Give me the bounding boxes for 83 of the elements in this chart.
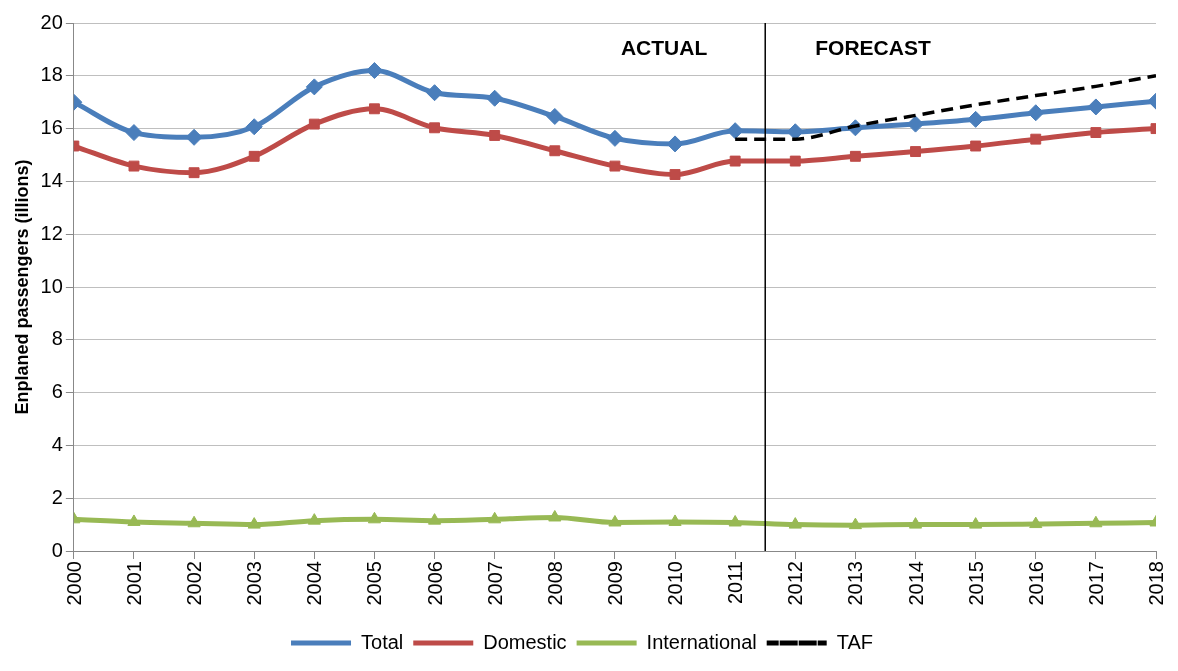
legend-label: Total: [361, 630, 404, 653]
x-tick-label: 2007: [483, 561, 506, 606]
point: [486, 89, 504, 107]
legend-label: TAF: [836, 630, 873, 653]
point: [970, 140, 982, 152]
point: [969, 517, 983, 529]
y-tick-label: 6: [51, 380, 63, 403]
point: [788, 517, 802, 529]
y-tick-label: 2: [51, 485, 63, 508]
point: [908, 517, 923, 529]
point: [728, 514, 742, 527]
x-tick-label: 2008: [543, 561, 566, 606]
point: [1087, 98, 1105, 116]
point: [307, 513, 321, 525]
point: [247, 517, 261, 529]
point: [549, 145, 561, 157]
y-tick-label: 0: [51, 538, 63, 561]
point: [669, 169, 681, 180]
x-tick-label: 2006: [423, 561, 446, 606]
point: [789, 155, 801, 167]
point: [185, 128, 203, 146]
point: [609, 160, 621, 172]
point: [849, 150, 861, 162]
y-tick-label: 18: [40, 63, 63, 86]
point: [248, 150, 260, 162]
x-tick-label: 2001: [122, 561, 145, 606]
point: [726, 122, 744, 140]
point: [367, 511, 382, 524]
point: [729, 155, 741, 167]
x-tick-label: 2002: [183, 561, 206, 606]
point: [187, 515, 201, 528]
y-tick-label: 16: [40, 116, 63, 139]
y-tick-label: 8: [51, 327, 63, 350]
point: [305, 78, 323, 96]
point: [428, 513, 442, 525]
x-tick-label: 2013: [844, 561, 867, 606]
x-tick-label: 2009: [603, 561, 626, 606]
x-tick-label: 2004: [303, 561, 326, 606]
point: [910, 146, 921, 158]
x-tick-label: 2005: [363, 561, 386, 606]
x-tick-label: 2014: [904, 561, 927, 606]
point: [848, 517, 862, 530]
x-tick-label: 2016: [1024, 561, 1047, 606]
point: [488, 511, 502, 524]
point: [1029, 516, 1043, 529]
x-tick-label: 2010: [664, 561, 687, 606]
x-tick-label: 2018: [1145, 561, 1167, 606]
y-tick-label: 14: [40, 168, 63, 191]
point: [1027, 104, 1045, 122]
point: [128, 160, 140, 172]
annotation: FORECAST: [815, 36, 931, 60]
point: [548, 509, 562, 522]
point: [1090, 127, 1102, 139]
x-tick-label: 2000: [62, 561, 85, 606]
annotation: ACTUAL: [620, 36, 708, 60]
point: [125, 124, 143, 142]
point: [1030, 133, 1042, 145]
x-tick-label: 2012: [784, 561, 807, 606]
point: [188, 167, 200, 179]
x-tick-label: 2015: [964, 561, 987, 606]
y-tick-label: 10: [40, 274, 63, 297]
point: [546, 107, 564, 125]
point: [308, 118, 320, 130]
x-tick-label: 2011: [724, 561, 747, 605]
point: [429, 122, 441, 134]
point: [245, 118, 263, 136]
point: [668, 514, 682, 526]
x-tick-label: 2003: [243, 561, 266, 606]
y-tick-label: 12: [40, 221, 63, 244]
y-axis-title: Enplaned passengers (illions): [11, 159, 32, 415]
legend-label: International: [646, 630, 757, 653]
y-tick-label: 20: [40, 10, 63, 33]
point: [127, 514, 141, 526]
point: [489, 130, 501, 141]
x-tick-label: 2017: [1084, 561, 1107, 606]
point: [606, 129, 624, 147]
legend-label: Domestic: [483, 630, 567, 653]
y-tick-label: 4: [51, 432, 63, 455]
point: [426, 84, 444, 102]
point: [369, 103, 380, 115]
point: [608, 514, 622, 527]
point: [1089, 515, 1103, 528]
point: [907, 115, 925, 133]
